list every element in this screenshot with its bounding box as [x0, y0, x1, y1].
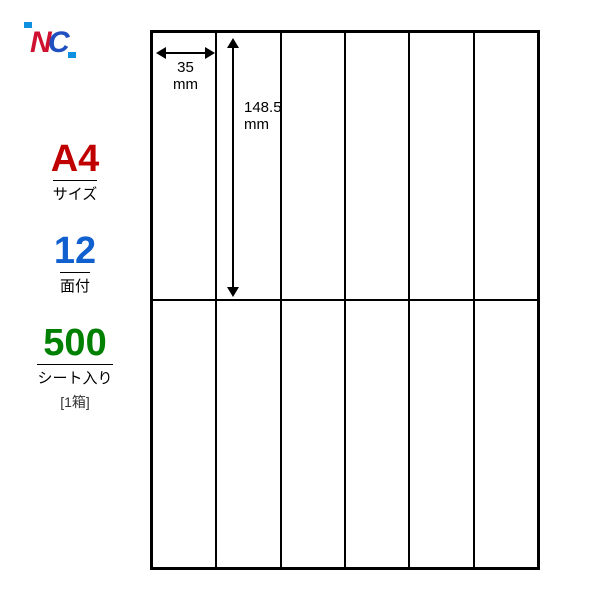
label-grid	[152, 32, 538, 568]
spec-faces: 12 面付	[25, 232, 125, 296]
dimension-height: 148.5 mm	[232, 40, 234, 295]
label-cell	[409, 300, 473, 568]
label-cell	[345, 300, 409, 568]
spec-sheets: 500 シート入り [1箱]	[25, 324, 125, 412]
label-cell	[474, 300, 538, 568]
label-cell	[152, 300, 216, 568]
label-cell	[281, 32, 345, 300]
spec-sidebar: A4 サイズ 12 面付 500 シート入り [1箱]	[25, 140, 125, 440]
brand-logo: N C	[20, 20, 80, 60]
label-cell	[474, 32, 538, 300]
sheets-extra: [1箱]	[25, 392, 125, 412]
faces-label: 面付	[60, 272, 90, 296]
height-arrow	[232, 40, 234, 295]
dimension-width: 35 mm	[158, 52, 213, 93]
width-arrow	[158, 52, 213, 54]
label-sheet-diagram	[150, 30, 540, 570]
label-cell	[216, 300, 280, 568]
height-label: 148.5 mm	[244, 100, 282, 133]
label-cell	[345, 32, 409, 300]
label-cell	[281, 300, 345, 568]
paper-size-value: A4	[25, 140, 125, 178]
paper-size-label: サイズ	[53, 180, 98, 204]
label-cell	[409, 32, 473, 300]
spec-paper-size: A4 サイズ	[25, 140, 125, 204]
faces-value: 12	[25, 232, 125, 270]
sheets-label: シート入り	[37, 364, 112, 388]
svg-text:C: C	[48, 26, 71, 59]
width-label: 35 mm	[158, 60, 213, 93]
label-cell	[216, 32, 280, 300]
sheets-value: 500	[25, 324, 125, 362]
